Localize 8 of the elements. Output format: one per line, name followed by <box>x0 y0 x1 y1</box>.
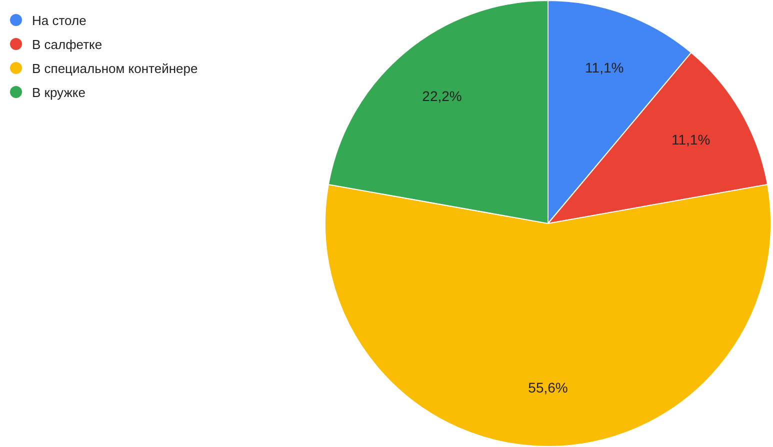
legend-label: В кружке <box>32 84 86 100</box>
legend-label: На столе <box>32 12 86 28</box>
legend-label: В специальном контейнере <box>32 60 198 76</box>
data-label: 11,1% <box>585 59 624 76</box>
data-label: 11,1% <box>671 132 710 148</box>
data-label: 55,6% <box>528 379 568 396</box>
legend-label: В салфетке <box>32 36 102 52</box>
data-label: 22,2% <box>422 88 462 104</box>
